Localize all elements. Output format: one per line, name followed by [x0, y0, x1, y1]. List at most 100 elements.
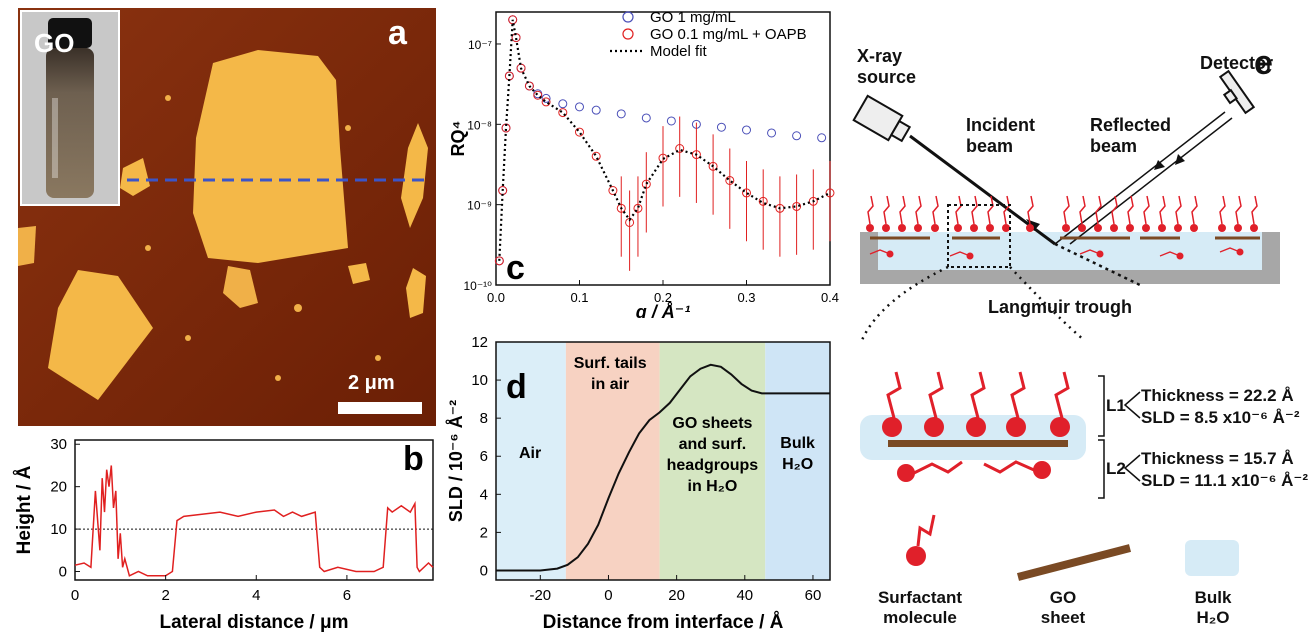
- key-go-sheet-label: GO sheet: [1036, 588, 1090, 628]
- height-profile-line: [75, 466, 433, 576]
- surfactant-tail: [900, 196, 905, 224]
- chart-d: 0 2 4 6 8 10 12 -20 0 20 40 60 Distance from interfa…: [440, 318, 840, 635]
- region-label: Air: [519, 445, 541, 462]
- y-tick-label: 10⁻⁹: [467, 199, 492, 213]
- surfactant-head: [866, 224, 874, 232]
- layer-2-thickness: Thickness = 15.7 Å: [1141, 449, 1294, 469]
- y-tick-label: 12: [471, 334, 488, 351]
- surfactant-tail: [1128, 196, 1133, 224]
- surfactant-tail: [1252, 196, 1257, 224]
- y-tick-label: 10⁻⁷: [468, 38, 492, 52]
- legend-entry: GO 0.1 mg/mL + OAPB: [650, 26, 807, 43]
- data-point: [576, 128, 584, 136]
- x-tick-label: 0.4: [821, 290, 839, 305]
- data-point: [667, 117, 675, 125]
- surfactant-tail: [933, 196, 938, 224]
- trough-label: Langmuir trough: [988, 297, 1132, 318]
- y-tick-label: 10: [50, 521, 67, 538]
- panel-e: e X-ray source Detector Incident beam Re…: [840, 0, 1309, 635]
- x-tick-label: 60: [805, 587, 822, 604]
- go-flake: [18, 226, 36, 266]
- surfactant-head: [1062, 224, 1070, 232]
- panel-label-a: a: [388, 14, 407, 53]
- surfactant-head: [1078, 224, 1086, 232]
- surfactant-head: [1218, 224, 1226, 232]
- data-point: [768, 129, 776, 137]
- surfactant-head: [1250, 224, 1258, 232]
- key-surfactant-label: Surfactant molecule: [870, 588, 970, 628]
- layer-2-sld: SLD = 11.1 x10⁻⁶ Å⁻²: [1141, 471, 1308, 491]
- surfactant-tail: [1220, 196, 1225, 224]
- panel-a: a GO 2 μm: [18, 8, 436, 426]
- surfactant-tail: [972, 372, 984, 418]
- surfactant-head: [1002, 224, 1010, 232]
- y-tick-label: 6: [480, 448, 488, 465]
- x-tick-label: 0: [71, 587, 79, 604]
- afm-image: [18, 8, 436, 426]
- data-point: [818, 134, 826, 142]
- surfactant-head: [1006, 417, 1026, 437]
- data-point: [592, 152, 600, 160]
- surfactant-head: [1190, 224, 1198, 232]
- y-tick-label: 20: [50, 479, 67, 496]
- surfactant-tail: [1080, 196, 1085, 224]
- go-sheet-key-icon: [1018, 548, 1130, 577]
- surfactant-head: [882, 417, 902, 437]
- data-point: [743, 126, 751, 134]
- scale-bar: [338, 402, 422, 414]
- surfactant-head: [898, 224, 906, 232]
- legend-marker: [623, 29, 633, 39]
- surfactant-head: [1142, 224, 1150, 232]
- legend-entry: Model fit: [650, 43, 708, 60]
- data-point: [617, 110, 625, 118]
- surfactant-tail: [1144, 196, 1149, 224]
- y-axis-label: Height / Å: [14, 465, 35, 554]
- x-ray-source-icon: [854, 96, 913, 146]
- surfactant-head: [1110, 224, 1118, 232]
- surfactant-head: [970, 224, 978, 232]
- region-label-line: Bulk: [780, 435, 815, 452]
- region-label-line: in H₂O: [688, 478, 738, 495]
- data-point: [642, 114, 650, 122]
- scale-bar-label: 2 μm: [348, 372, 395, 395]
- chart-c: 10⁻⁷ 10⁻⁸ 10⁻⁹ 10⁻¹⁰0.0 0.1 0.2 0.3 0.4 q / Å⁻¹ R…: [440, 0, 840, 318]
- data-point: [717, 123, 725, 131]
- surfactant-tail: [1160, 196, 1165, 224]
- region-label-line: Air: [519, 445, 541, 462]
- data-point: [576, 103, 584, 111]
- x-tick-label: 0.1: [570, 290, 588, 305]
- surfactant-tail: [930, 372, 942, 418]
- x-tick-label: 6: [343, 587, 351, 604]
- x-tick-label: 0.3: [737, 290, 755, 305]
- surfactant-key-icon: [906, 515, 934, 566]
- surfactant-tail: [884, 196, 889, 224]
- x-tick-label: -20: [529, 587, 551, 604]
- detector-icon: [1215, 71, 1254, 117]
- y-tick-label: 8: [480, 410, 488, 427]
- surfactant-tail: [1236, 196, 1241, 224]
- y-axis-label: SLD / 10⁻⁶ Å⁻²: [446, 400, 466, 522]
- chart-b: 0 10 20 30 0 2 4 6 Lateral distance / μm Height /…: [0, 430, 445, 635]
- surfactant-tail: [1028, 196, 1033, 224]
- surfactant-tail: [1056, 372, 1068, 418]
- y-tick-label: 10: [471, 372, 488, 389]
- x-tick-label: 20: [668, 587, 685, 604]
- surfactant-tail: [988, 196, 993, 224]
- x-tick-label: 4: [252, 587, 260, 604]
- x-axis-label: Lateral distance / μm: [159, 612, 348, 633]
- layer-1-label: L1: [1106, 396, 1126, 416]
- region-label-line: and surf.: [679, 436, 747, 453]
- y-tick-label: 2: [480, 524, 488, 541]
- x-tick-label: 2: [161, 587, 169, 604]
- surfactant-head: [1050, 417, 1070, 437]
- bulk-water-key-icon: [1185, 540, 1239, 576]
- surfactant-head: [1026, 224, 1034, 232]
- region-label-line: H₂O: [782, 456, 813, 473]
- panel-label-c: c: [506, 249, 525, 287]
- reflected-beam-label: Reflected beam: [1090, 115, 1180, 157]
- layer-2-label: L2: [1106, 459, 1126, 479]
- surfactant-tail: [888, 372, 900, 418]
- detector-label: Detector: [1200, 53, 1273, 74]
- legend-entry: GO 1 mg/mL: [650, 9, 736, 26]
- surfactant-tail: [984, 462, 1034, 472]
